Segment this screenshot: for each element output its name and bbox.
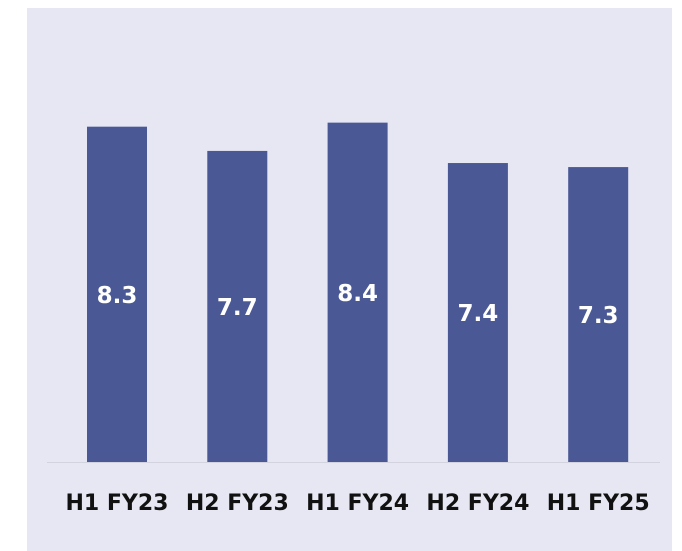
data-label: 7.3: [578, 303, 619, 329]
x-tick-label: H2 FY23: [186, 491, 289, 516]
data-label: 7.4: [458, 301, 499, 327]
bar: [207, 150, 268, 463]
bar: [447, 163, 508, 463]
x-tick-label: H1 FY24: [306, 491, 409, 516]
bar: [568, 167, 629, 462]
x-tick-label: H1 FY25: [547, 491, 650, 516]
x-tick-label: H1 FY23: [66, 491, 169, 516]
bar: [327, 122, 388, 462]
data-label: 8.4: [337, 281, 378, 307]
x-tick-label: H2 FY24: [426, 491, 529, 516]
data-label: 8.3: [97, 283, 138, 309]
bar: [87, 126, 147, 463]
data-label: 7.7: [217, 295, 258, 321]
